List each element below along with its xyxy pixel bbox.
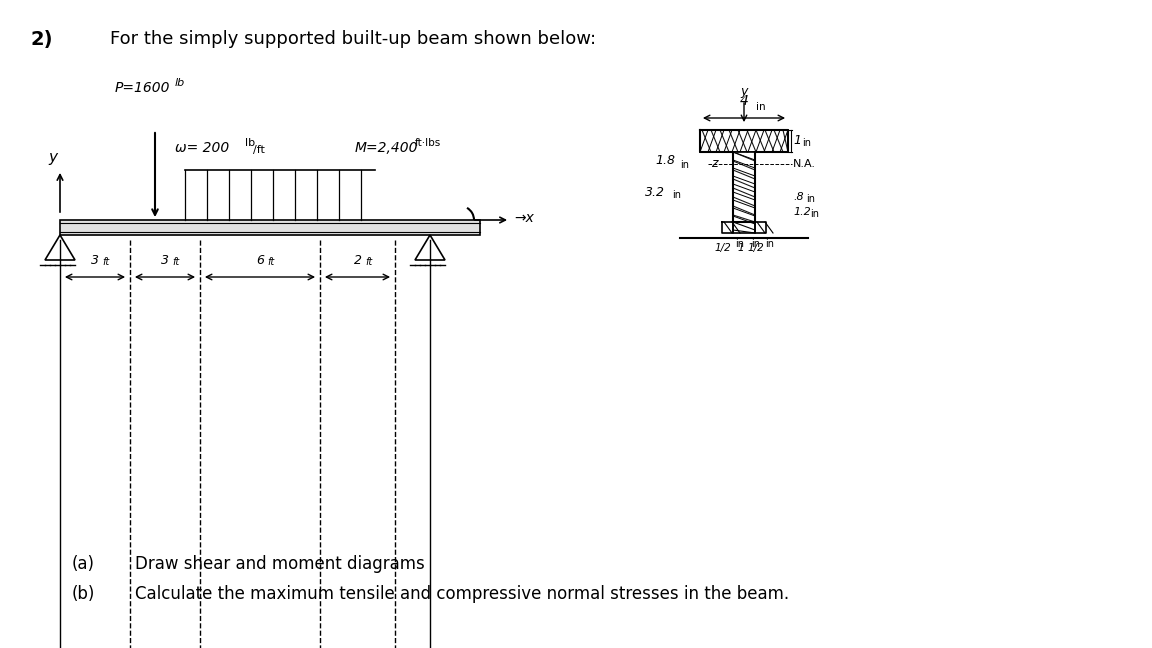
Text: N.A.: N.A. — [793, 159, 816, 169]
Text: in: in — [756, 102, 766, 112]
Text: z: z — [711, 157, 718, 170]
Text: ft: ft — [365, 257, 372, 267]
Text: .8: .8 — [793, 192, 804, 202]
Text: ft: ft — [173, 257, 180, 267]
Text: in: in — [765, 239, 774, 249]
Bar — [60, 220, 480, 235]
Text: ft: ft — [267, 257, 274, 267]
Bar — [700, 130, 788, 152]
Text: y: y — [48, 150, 56, 165]
Text: lb: lb — [175, 78, 185, 88]
Text: 3: 3 — [161, 254, 169, 267]
Text: in: in — [751, 239, 760, 249]
Text: ft: ft — [103, 257, 109, 267]
Text: (a): (a) — [71, 555, 94, 573]
Text: 2): 2) — [30, 30, 53, 49]
Text: 1: 1 — [737, 243, 744, 253]
Text: Calculate the maximum tensile and compressive normal stresses in the beam.: Calculate the maximum tensile and compre… — [135, 585, 789, 603]
Text: 6: 6 — [256, 254, 264, 267]
Text: lb: lb — [245, 138, 255, 148]
Text: ft·lbs: ft·lbs — [415, 138, 441, 148]
Text: in: in — [806, 194, 814, 204]
Polygon shape — [45, 235, 75, 260]
Text: P=1600: P=1600 — [115, 81, 170, 95]
Text: 1.2: 1.2 — [793, 207, 811, 217]
Text: 1/2: 1/2 — [714, 243, 732, 253]
Text: Draw shear and moment diagrams: Draw shear and moment diagrams — [135, 555, 425, 573]
Text: (b): (b) — [71, 585, 96, 603]
Text: 1/2: 1/2 — [748, 243, 765, 253]
Text: ω= 200: ω= 200 — [175, 141, 229, 155]
Text: in: in — [672, 191, 681, 200]
Text: 3.2: 3.2 — [645, 186, 665, 199]
Text: 1: 1 — [793, 135, 801, 148]
Text: in: in — [810, 209, 819, 219]
Bar — [733, 152, 755, 222]
Text: 3: 3 — [91, 254, 99, 267]
Text: →x: →x — [514, 211, 533, 225]
Text: in: in — [680, 160, 689, 170]
Text: y: y — [741, 85, 748, 98]
Text: in: in — [802, 138, 811, 148]
Text: /ft: /ft — [253, 145, 265, 155]
Polygon shape — [415, 235, 445, 260]
Text: 1.8: 1.8 — [655, 154, 675, 167]
Text: M=2,400: M=2,400 — [355, 141, 418, 155]
Text: 2: 2 — [354, 254, 362, 267]
Text: 4: 4 — [740, 94, 749, 108]
Text: For the simply supported built-up beam shown below:: For the simply supported built-up beam s… — [109, 30, 596, 48]
Text: in: in — [735, 239, 744, 249]
